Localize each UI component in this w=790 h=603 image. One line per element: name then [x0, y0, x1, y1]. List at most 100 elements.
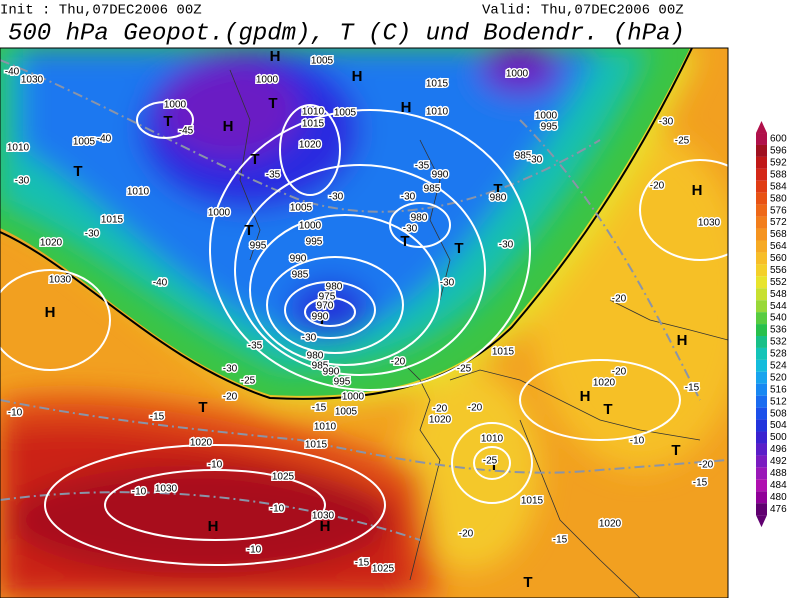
contour-label: -20 [433, 404, 448, 415]
colorbar-cell [756, 276, 767, 289]
contour-label: -30 [403, 224, 418, 235]
contour-label: -30 [15, 176, 30, 187]
colorbar-label: 488 [770, 468, 787, 479]
colorbar-cell [756, 312, 767, 325]
pressure-center: H [677, 332, 688, 349]
colorbar-label: 484 [770, 480, 787, 491]
colorbar-cell [756, 467, 767, 480]
colorbar-cell [756, 240, 767, 253]
pressure-center: T [317, 311, 326, 328]
contour-label: -30 [302, 333, 317, 344]
colorbar-label: 556 [770, 265, 787, 276]
contour-label: 1030 [312, 511, 335, 522]
contour-label: -10 [208, 460, 223, 471]
colorbar-label: 560 [770, 253, 787, 264]
contour-label: 990 [312, 312, 329, 323]
contour-label: 1005 [334, 108, 357, 119]
contour-label: 1010 [127, 187, 150, 198]
contour-label: 1000 [342, 392, 365, 403]
pressure-center: T [73, 163, 82, 180]
pressure-center: H [270, 48, 281, 65]
colorbar-cell [756, 180, 767, 193]
contour-label: 1030 [49, 275, 72, 286]
colorbar-label: 504 [770, 420, 787, 431]
colorbar-label: 476 [770, 504, 787, 515]
contour-label: -10 [630, 436, 645, 447]
colorbar-label: 548 [770, 289, 787, 300]
contour-label: 980 [490, 193, 507, 204]
pressure-center: H [692, 182, 703, 199]
contour-label: -25 [483, 456, 498, 467]
contour-label: -35 [248, 341, 263, 352]
contour-label: 1005 [311, 56, 334, 67]
contour-label: -30 [528, 155, 543, 166]
contour-label: 1005 [290, 203, 313, 214]
pressure-center: H [208, 518, 219, 535]
colorbar-cell [756, 204, 767, 217]
contour-label: 1020 [593, 378, 616, 389]
colorbar-cell [756, 228, 767, 241]
colorbar-label: 516 [770, 384, 787, 395]
contour-label: 985 [424, 184, 441, 195]
contour-label: 995 [334, 377, 351, 388]
contour-label: 975 [319, 292, 336, 303]
contour-label: -30 [659, 117, 674, 128]
contour-label: -15 [312, 403, 327, 414]
contour-label: 1015 [101, 215, 124, 226]
contour-label: -20 [650, 181, 665, 192]
contour-label: 990 [290, 254, 307, 265]
colorbar-cell [756, 252, 767, 265]
contour-label: 1015 [492, 347, 515, 358]
contour-label: 1025 [272, 472, 295, 483]
contour-label: -40 [153, 278, 168, 289]
contour-label: -15 [150, 412, 165, 423]
colorbar-cell [756, 419, 767, 432]
contour-label: 1020 [40, 238, 63, 249]
pressure-center: T [523, 574, 532, 591]
colorbar-cell [756, 491, 767, 504]
colorbar-cell [756, 192, 767, 205]
pressure-center: H [401, 99, 412, 116]
colorbar-label: 520 [770, 372, 787, 383]
contour-label: 970 [317, 301, 334, 312]
colorbar-cell [756, 336, 767, 348]
colorbar-cell [756, 288, 767, 301]
pressure-center: T [244, 222, 253, 239]
contour-label: -30 [223, 364, 238, 375]
contour-label: 1000 [256, 75, 279, 86]
valid-time: Valid: Thu,07DEC2006 00Z [482, 3, 684, 19]
colorbar-label: 492 [770, 456, 787, 467]
contour-label: 1015 [426, 79, 449, 90]
colorbar-cell [756, 371, 767, 384]
colorbar-cell [756, 479, 767, 492]
contour-label: 995 [541, 122, 558, 133]
contour-label: -10 [247, 545, 262, 556]
contour-label: 985 [312, 361, 329, 372]
contour-label: 980 [307, 351, 324, 362]
contour-label: 1010 [481, 434, 504, 445]
pressure-center: H [223, 118, 234, 135]
contour-label: 1000 [506, 69, 529, 80]
contour-label: -20 [699, 460, 714, 471]
colorbar-label: 572 [770, 217, 787, 228]
contour-label: 1030 [21, 75, 44, 86]
colorbar-cell [756, 264, 767, 277]
colorbar-cell [756, 383, 767, 396]
colorbar-cell [756, 216, 767, 229]
colorbar-cell [756, 324, 767, 337]
pressure-center: T [250, 151, 259, 168]
contour-label: -25 [241, 376, 256, 387]
contour-label: 1000 [299, 221, 322, 232]
colorbar-cell [756, 431, 767, 444]
colorbar-cell [756, 347, 767, 360]
contour-label: -35 [415, 161, 430, 172]
contour-label: 1010 [7, 143, 30, 154]
contour-label: 995 [250, 241, 267, 252]
contour-label: 1000 [164, 100, 187, 111]
contour-label: -30 [85, 229, 100, 240]
colorbar-label: 552 [770, 277, 787, 288]
pressure-center: T [671, 442, 680, 459]
